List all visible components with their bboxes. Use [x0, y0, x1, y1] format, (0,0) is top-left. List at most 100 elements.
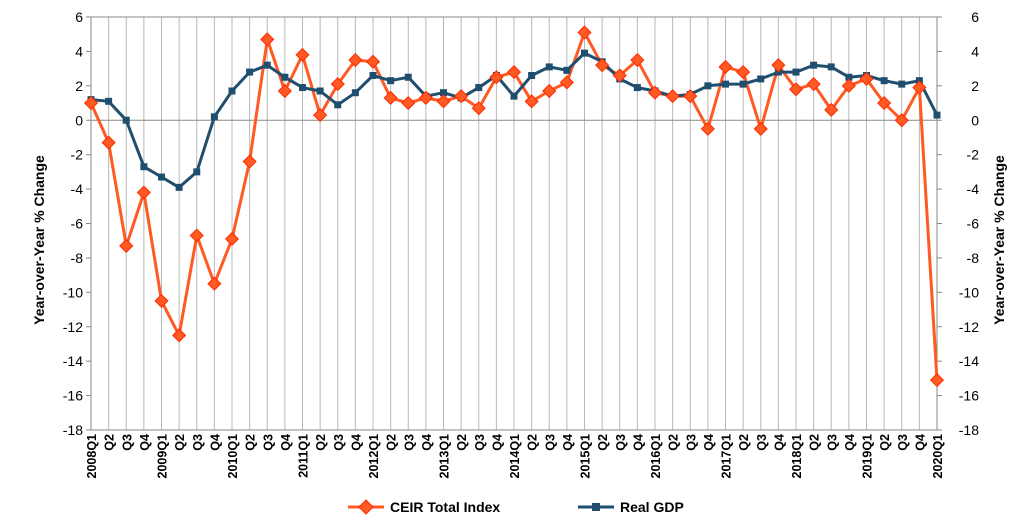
x-tick-label: Q4 — [138, 434, 152, 451]
x-tick-label: Q3 — [473, 434, 487, 451]
data-point-ceir — [418, 90, 433, 105]
data-point-ceir — [365, 54, 381, 69]
data-point-gdp — [440, 89, 447, 97]
data-point-gdp — [810, 61, 818, 69]
data-point-gdp — [263, 61, 271, 69]
data-point-ceir — [383, 90, 398, 105]
y-tick-label-right: 2 — [971, 78, 979, 94]
data-point-ceir — [736, 64, 751, 80]
data-point-ceir — [277, 83, 292, 99]
data-point-ceir — [436, 94, 451, 109]
data-point-ceir — [788, 82, 804, 97]
y-tick-label-right: -14 — [959, 353, 979, 369]
x-tick-label: Q2 — [385, 434, 399, 451]
legend-marker-ceir — [358, 499, 374, 515]
x-tick-label: Q2 — [103, 434, 117, 451]
data-point-ceir — [154, 293, 169, 309]
x-tick-label: Q4 — [702, 434, 716, 451]
data-point-gdp — [140, 163, 148, 171]
data-point-ceir — [894, 113, 909, 128]
x-tick-label: Q3 — [543, 434, 557, 451]
legend-marker-gdp — [592, 503, 600, 511]
data-point-gdp — [757, 75, 765, 83]
data-point-gdp — [158, 173, 165, 181]
data-point-ceir — [330, 77, 345, 92]
data-point-ceir — [700, 121, 715, 136]
y-tick-label-left: 4 — [75, 43, 83, 59]
data-point-gdp — [827, 63, 835, 71]
data-point-ceir — [207, 276, 222, 291]
data-point-ceir — [665, 89, 680, 104]
y-axis-right-title: Year-over-Year % Change — [991, 155, 1007, 325]
data-point-gdp — [105, 97, 113, 105]
data-point-ceir — [542, 83, 557, 99]
data-point-ceir — [471, 101, 486, 116]
data-point-ceir — [224, 231, 240, 247]
x-tick-label: 2008Q1 — [85, 434, 99, 479]
x-tick-label: 2011Q1 — [297, 434, 311, 478]
x-tick-label: Q2 — [596, 434, 610, 451]
y-tick-label-left: -14 — [63, 353, 83, 369]
data-point-gdp — [387, 77, 395, 85]
x-tick-label: Q4 — [208, 434, 222, 451]
data-point-ceir — [577, 25, 592, 40]
data-point-gdp — [404, 73, 412, 81]
data-point-gdp — [228, 87, 236, 95]
y-axis-left-title: Year-over-Year % Change — [31, 155, 47, 325]
data-point-ceir — [119, 238, 134, 253]
data-point-gdp — [246, 68, 254, 76]
data-point-ceir — [718, 59, 733, 74]
data-point-ceir — [136, 185, 151, 200]
y-tick-label-left: -8 — [71, 250, 84, 266]
y-axis-left-ticks: 6 4 2 0 -2 -4 -6 -8 -10 -12 -14 -16 -18 — [63, 9, 83, 438]
y-tick-label-left: 0 — [75, 112, 83, 128]
y-tick-label-right: -2 — [967, 147, 980, 163]
x-tick-label: Q3 — [261, 434, 275, 451]
x-tick-label: 2016Q1 — [649, 434, 663, 479]
x-tick-label: Q4 — [913, 434, 927, 451]
data-point-gdp — [739, 80, 747, 88]
data-point-ceir — [630, 52, 645, 68]
series-markers — [83, 25, 945, 388]
data-point-ceir — [313, 108, 328, 123]
x-tick-label: 2020Q1 — [931, 434, 945, 479]
legend: CEIR Total Index Real GDP — [348, 499, 684, 515]
x-tick-label: Q4 — [420, 434, 434, 451]
data-point-gdp — [545, 63, 553, 71]
data-point-gdp — [316, 87, 324, 95]
data-point-gdp — [528, 72, 536, 80]
y-tick-label-right: 0 — [971, 112, 979, 128]
data-point-ceir — [260, 32, 275, 47]
data-point-ceir — [877, 95, 892, 111]
x-tick-label: 2019Q1 — [861, 434, 875, 479]
data-point-gdp — [475, 84, 483, 92]
data-point-gdp — [792, 68, 800, 76]
y-tick-label-right: -10 — [959, 284, 979, 300]
data-point-ceir — [189, 228, 204, 243]
data-point-ceir — [454, 89, 469, 104]
x-tick-label: 2009Q1 — [156, 434, 170, 479]
x-tick-label: Q2 — [808, 434, 822, 451]
data-point-ceir — [401, 95, 416, 111]
data-point-gdp — [845, 73, 853, 81]
data-point-ceir — [242, 154, 257, 169]
y-tick-label-right: -16 — [959, 388, 979, 404]
data-point-gdp — [581, 49, 588, 57]
x-tick-label: 2017Q1 — [720, 434, 734, 479]
x-tick-label: Q2 — [314, 434, 328, 451]
y-tick-label-right: -8 — [967, 250, 980, 266]
data-point-gdp — [351, 89, 359, 97]
x-tick-label: 2012Q1 — [367, 434, 381, 479]
y-axis-right-ticks: 6 4 2 0 -2 -4 -6 -8 -10 -12 -14 -16 -18 — [959, 9, 979, 438]
y-tick-label-left: 6 — [75, 9, 83, 25]
y-tick-label-right: 6 — [971, 9, 979, 25]
data-point-ceir — [595, 58, 610, 73]
x-tick-label: Q4 — [772, 434, 786, 451]
y-tick-label-right: -12 — [959, 319, 979, 335]
y-tick-label-left: 2 — [75, 78, 83, 94]
data-point-ceir — [172, 328, 187, 343]
y-tick-label-right: -6 — [967, 216, 980, 232]
x-axis-ticks: 2008Q1 Q2 Q3 Q4 2009Q1 Q2 Q3 Q4 2010Q1 Q2 Q3 Q4 2011… — [85, 434, 945, 479]
data-point-ceir — [101, 135, 116, 150]
x-tick-label: 2013Q1 — [438, 434, 452, 479]
